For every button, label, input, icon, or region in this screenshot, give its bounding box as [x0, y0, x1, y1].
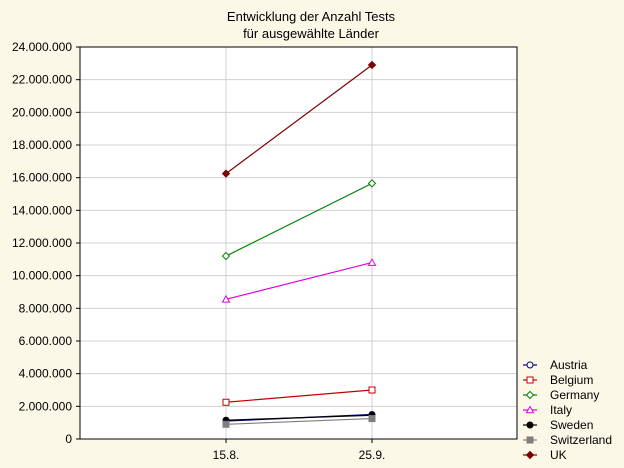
legend-label-austria: Austria [550, 358, 588, 372]
chart-title-line-2: für ausgewählte Länder [243, 26, 380, 41]
data-point-uk-1 [221, 169, 231, 178]
legend-label-switzerland: Switzerland [550, 433, 612, 447]
data-point-belgium-1 [222, 398, 230, 406]
legend-marker-italy [525, 405, 535, 414]
chart-title-line-1: Entwicklung der Anzahl Tests [227, 9, 396, 24]
series-line-uk [225, 64, 373, 175]
legend-marker-switzerland [526, 436, 534, 444]
data-point-italy-2 [367, 258, 377, 266]
y-tick-label: 4.000.000 [19, 367, 73, 381]
data-point-uk-2 [367, 60, 377, 70]
grid [80, 47, 517, 439]
series-line-sweden [225, 414, 373, 421]
y-tick-label: 18.000.000 [12, 138, 72, 152]
legend-marker-germany [525, 390, 535, 400]
y-tick-label: 24.000.000 [12, 40, 72, 54]
legend-marker-belgium [526, 376, 534, 384]
data-point-switzerland-2 [368, 415, 376, 423]
series-line-belgium [225, 389, 373, 403]
legend-label-uk: UK [550, 448, 567, 462]
y-tick-label: 20.000.000 [12, 105, 72, 119]
y-tick-label: 8.000.000 [19, 301, 73, 315]
data-point-italy-1 [221, 294, 231, 303]
y-tick-label: 0 [65, 432, 72, 446]
legend: AustriaBelgiumGermanyItalySwedenSwitzerl… [523, 358, 612, 462]
x-tick-label: 15.8. [213, 448, 240, 462]
series-group [221, 60, 377, 428]
data-point-belgium-2 [368, 386, 376, 394]
y-tick-label: 6.000.000 [19, 334, 73, 348]
legend-label-germany: Germany [550, 388, 599, 402]
series-line-switzerland [225, 417, 373, 425]
y-tick-label: 22.000.000 [12, 73, 72, 87]
y-tick-label: 10.000.000 [12, 269, 72, 283]
legend-marker-austria [526, 361, 534, 369]
y-tick-label: 14.000.000 [12, 203, 72, 217]
x-tick-label: 25.9. [359, 448, 386, 462]
legend-label-sweden: Sweden [550, 418, 593, 432]
x-axis-ticks: 15.8. 25.9. [213, 439, 386, 462]
legend-label-italy: Italy [550, 403, 572, 417]
y-tick-label: 12.000.000 [12, 236, 72, 250]
plot-frame [79, 46, 518, 440]
series-line-germany [225, 182, 373, 257]
series-line-italy [225, 262, 373, 300]
legend-marker-sweden [526, 421, 534, 429]
legend-label-belgium: Belgium [550, 373, 593, 387]
legend-marker-uk [525, 450, 535, 460]
y-tick-label: 16.000.000 [12, 171, 72, 185]
y-axis-ticks: 0 2.000.000 4.000.000 6.000.000 8.000.000 10.… [12, 40, 80, 446]
data-point-switzerland-1 [222, 420, 230, 428]
data-point-germany-2 [367, 179, 377, 188]
y-tick-label: 2.000.000 [19, 399, 73, 413]
data-point-germany-1 [221, 251, 231, 261]
